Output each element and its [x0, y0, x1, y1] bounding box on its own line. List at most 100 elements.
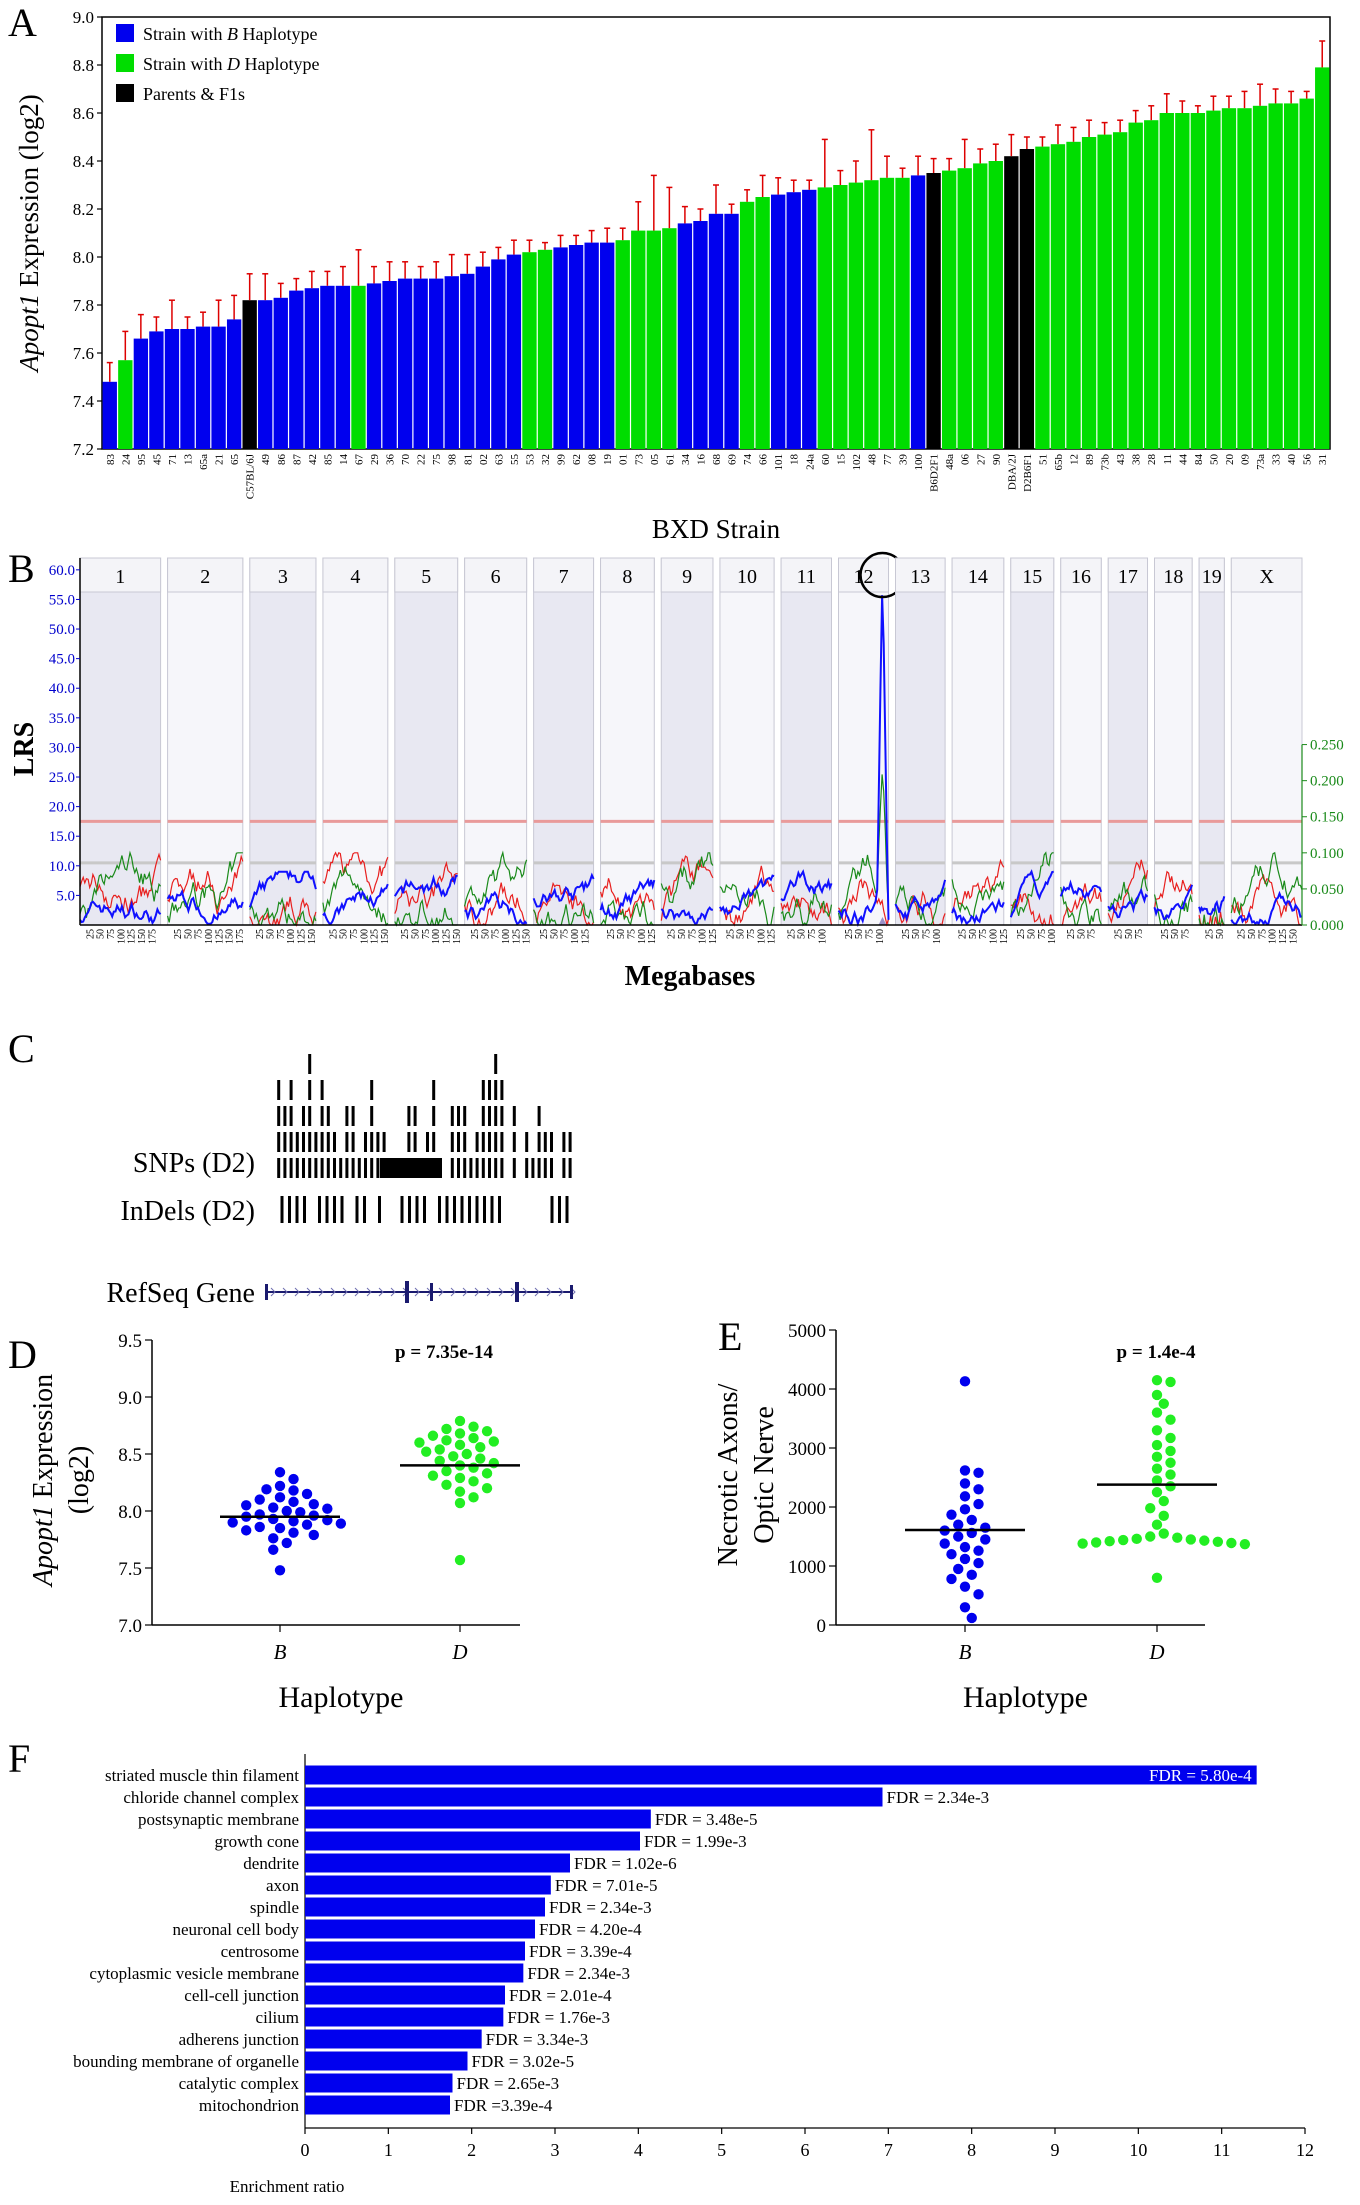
chromosome-header: [1230, 557, 1303, 593]
y-tick-label: 8.0: [73, 248, 94, 267]
bar: [724, 213, 739, 449]
strand-arrow: [342, 1287, 348, 1297]
mb-tick-label: 25: [470, 929, 481, 939]
chromosome-band: [322, 557, 389, 926]
y-tick-label: 7.5: [118, 1559, 142, 1580]
data-point: [481, 1468, 493, 1479]
chromosome-label: 7: [559, 566, 569, 588]
y2-tick-label: 0.100: [1310, 846, 1344, 862]
mb-tick-label: 125: [370, 929, 381, 944]
data-point: [1172, 1532, 1183, 1543]
snp-mark: [320, 1132, 324, 1152]
enrichment-bar: [305, 1963, 524, 1983]
snp-mark: [568, 1158, 572, 1178]
data-point: [454, 1554, 466, 1566]
additive-trace-d: [322, 866, 389, 927]
snp-mark: [382, 1132, 386, 1152]
mb-tick-label: 50: [549, 929, 560, 939]
snp-mark: [320, 1106, 324, 1126]
mb-tick-label: 75: [807, 929, 818, 939]
additive-trace-d: [894, 884, 946, 926]
snp-mark: [326, 1132, 330, 1152]
additive-trace-b: [394, 860, 458, 914]
data-point: [274, 1480, 286, 1492]
chromosome-label: 1: [115, 566, 125, 588]
panel-label-f: F: [8, 1736, 30, 1781]
indel-mark: [295, 1196, 299, 1223]
mb-tick-label: 100: [116, 929, 127, 944]
x-tick-label: 4: [634, 2140, 643, 2160]
enrichment-bar: [305, 2029, 482, 2049]
x-tick-label: 19: [602, 454, 614, 466]
additive-trace-b: [600, 878, 655, 920]
lrs-trace: [1059, 879, 1103, 900]
data-point: [454, 1486, 466, 1497]
bar: [164, 329, 180, 449]
mb-tick-label: 125: [214, 929, 225, 944]
x-tick-label: 40: [1286, 454, 1298, 466]
data-point: [1151, 1389, 1163, 1401]
additive-trace-d: [167, 852, 243, 923]
snp-mark: [277, 1132, 281, 1152]
enrichment-bar: [305, 2073, 453, 2093]
chromosome-band: [79, 557, 162, 926]
x-tick-label: 102: [851, 454, 863, 471]
snp-mark: [320, 1158, 324, 1178]
category-label: axon: [266, 1876, 300, 1895]
data-point: [468, 1476, 479, 1487]
x-tick-label: 87: [291, 454, 303, 466]
x-tick-label: 5: [717, 2140, 726, 2160]
fdr-label: FDR = 2.65e-3: [457, 2074, 560, 2093]
mb-tick-label: 175: [147, 929, 158, 944]
category-label: postsynaptic membrane: [138, 1810, 299, 1829]
fdr-label: FDR = 3.34e-3: [486, 2030, 589, 2049]
x-tick-label: 10: [1129, 2140, 1147, 2160]
x-tick-label: 56: [1302, 454, 1314, 466]
x-tick-label: 67: [353, 454, 365, 466]
mb-tick-label: 25: [667, 929, 678, 939]
chromosome-band: [951, 557, 1005, 926]
data-point: [434, 1455, 445, 1467]
data-point: [288, 1496, 299, 1508]
snp-mark: [351, 1132, 355, 1152]
snp-mark: [481, 1132, 485, 1152]
snp-mark: [463, 1158, 467, 1178]
fdr-label: FDR = 5.80e-4: [1149, 1766, 1252, 1785]
strand-arrow: [498, 1287, 504, 1297]
y-tick-label: 35.0: [49, 711, 75, 727]
x-tick-label: 77: [882, 454, 894, 466]
x-tick-label: 85: [322, 454, 334, 466]
fdr-label: FDR =3.39e-4: [454, 2096, 553, 2115]
x-tick-label: 65: [229, 454, 241, 466]
strand-arrow: [462, 1287, 468, 1297]
mb-tick-label: 75: [560, 929, 571, 939]
bar: [242, 300, 257, 449]
snp-mark: [308, 1080, 312, 1100]
additive-trace-d: [951, 879, 1005, 921]
snp-mark: [289, 1080, 293, 1100]
snp-mark: [531, 1158, 535, 1178]
data-point: [980, 1534, 991, 1545]
strand-arrow: [474, 1287, 480, 1297]
x-tick-label: 74: [742, 454, 754, 466]
data-point: [241, 1500, 252, 1511]
indel-mark: [303, 1196, 306, 1223]
data-point: [1131, 1533, 1142, 1545]
chromosome-header: [951, 557, 1005, 593]
mb-tick-label: 125: [708, 929, 719, 944]
y-tick-label: 8.4: [73, 152, 95, 171]
indel-mark: [288, 1196, 291, 1223]
y-axis-title: Necrotic Axons/: [713, 1383, 744, 1566]
bar: [910, 175, 926, 449]
mb-tick-label: 75: [978, 929, 989, 939]
x-tick-label: 28: [1146, 454, 1158, 466]
y-tick-label: 25.0: [49, 770, 75, 786]
bar: [988, 161, 1003, 449]
snp-mark: [488, 1080, 491, 1100]
data-point: [254, 1494, 265, 1505]
mb-tick-label: 25: [400, 929, 411, 939]
data-point: [481, 1483, 493, 1494]
additive-trace-b: [951, 858, 1005, 912]
category-label: adherens junction: [179, 2030, 300, 2049]
data-point: [261, 1484, 272, 1495]
